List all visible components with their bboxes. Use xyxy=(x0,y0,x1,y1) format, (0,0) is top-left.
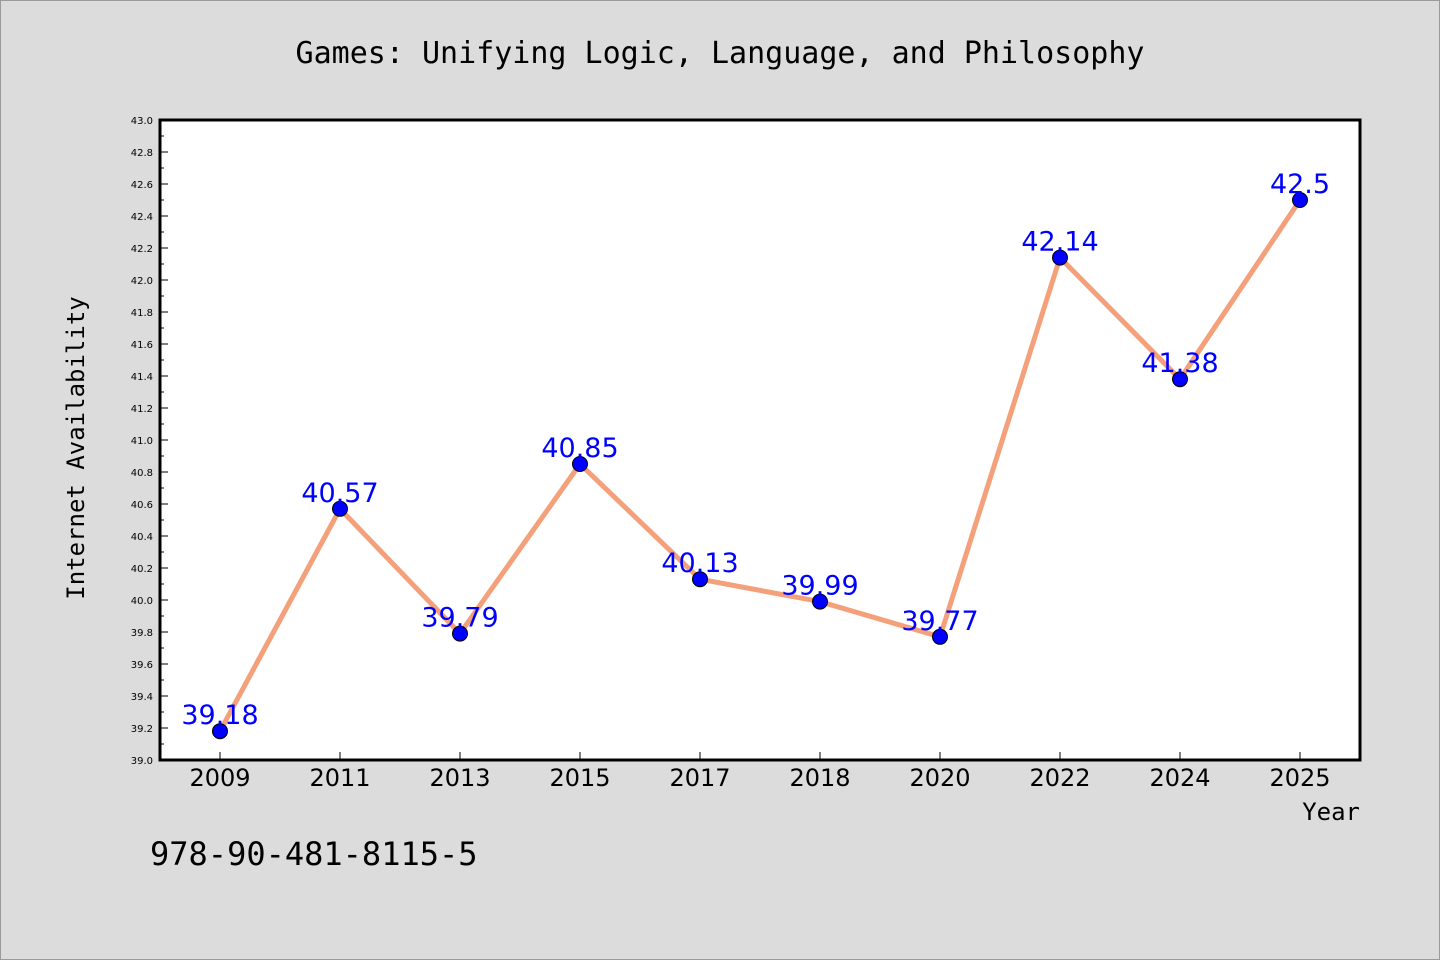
data-label: 40.13 xyxy=(661,548,738,579)
data-point xyxy=(1172,371,1188,388)
y-tick-label: 42.8 xyxy=(131,148,153,159)
x-tick-label: 2025 xyxy=(1269,764,1330,792)
data-label: 40.57 xyxy=(301,478,378,509)
x-tick-label: 2022 xyxy=(1029,764,1090,792)
data-point xyxy=(812,593,828,610)
data-label: 41.38 xyxy=(1141,348,1218,379)
y-tick-label: 39.0 xyxy=(131,756,153,767)
y-tick-label: 42.2 xyxy=(131,244,153,255)
y-tick-label: 42.6 xyxy=(131,180,153,191)
data-label: 39.79 xyxy=(421,603,498,634)
y-tick-label: 39.2 xyxy=(131,724,153,735)
y-tick-label: 39.8 xyxy=(131,628,153,639)
y-tick-label: 41.4 xyxy=(131,372,153,383)
data-point xyxy=(212,723,228,740)
data-label: 39.99 xyxy=(781,571,858,602)
chart-title: Games: Unifying Logic, Language, and Phi… xyxy=(296,36,1145,71)
series-group: 39.18 40.57 39.79 40.85 40.13 39.99 39.77 42.14… xyxy=(181,169,1330,740)
y-tick-label: 41.0 xyxy=(131,436,153,447)
data-label: 39.18 xyxy=(181,700,258,731)
data-label: 42.14 xyxy=(1021,227,1098,258)
data-point xyxy=(572,456,588,472)
y-axis: 39.0 39.2 39.4 39.6 39.8 40.0 40.2 40.4 40.6 40.8… xyxy=(131,116,168,767)
data-label: 42.5 xyxy=(1270,169,1330,200)
data-point xyxy=(1052,249,1068,266)
y-tick-label: 40.4 xyxy=(131,532,153,543)
x-tick-label: 2020 xyxy=(909,764,970,792)
x-tick-label: 2015 xyxy=(549,764,610,792)
x-axis: 2009 2011 2013 2015 2017 2018 2020 2022 2024 2025 xyxy=(189,752,1331,792)
data-point xyxy=(692,571,708,588)
data-label: 39.77 xyxy=(901,606,978,637)
x-tick-label: 2011 xyxy=(309,764,370,792)
y-tick-label: 41.6 xyxy=(131,340,153,351)
data-label: 40.85 xyxy=(541,433,618,464)
data-point xyxy=(1292,192,1308,208)
y-tick-label: 41.2 xyxy=(131,404,153,415)
y-tick-label: 40.0 xyxy=(131,596,153,607)
x-tick-label: 2024 xyxy=(1149,764,1210,792)
y-tick-label: 42.0 xyxy=(131,276,153,287)
y-tick-label: 41.8 xyxy=(131,308,153,319)
y-tick-label: 40.6 xyxy=(131,500,153,511)
x-tick-label: 2009 xyxy=(189,764,250,792)
x-axis-title: Year xyxy=(1302,798,1360,826)
y-tick-label: 43.0 xyxy=(131,116,153,127)
isbn-footer: 978-90-481-8115-5 xyxy=(150,835,478,873)
y-tick-label: 39.4 xyxy=(131,692,153,703)
x-tick-label: 2013 xyxy=(429,764,490,792)
plot-area xyxy=(158,118,1362,762)
data-point xyxy=(452,625,468,642)
y-tick-label: 42.4 xyxy=(131,212,153,223)
data-point xyxy=(332,500,348,517)
x-tick-label: 2018 xyxy=(789,764,850,792)
y-tick-label: 40.2 xyxy=(131,564,153,575)
data-point xyxy=(932,628,948,645)
y-axis-title: Internet Availability xyxy=(62,296,90,599)
y-tick-label: 39.6 xyxy=(131,660,153,671)
series-line xyxy=(217,197,1303,734)
x-tick-label: 2017 xyxy=(669,764,730,792)
y-tick-label: 40.8 xyxy=(131,468,153,479)
